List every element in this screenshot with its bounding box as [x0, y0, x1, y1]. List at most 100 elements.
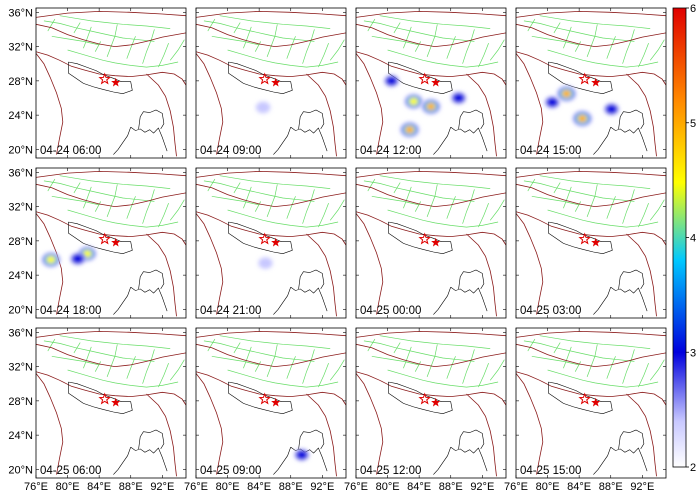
colorbar-tick-label: 2 [690, 462, 696, 474]
x-tick-label: 92°E [630, 481, 654, 493]
fault-line [67, 49, 179, 68]
y-tick-label: 28°N [8, 236, 33, 248]
country-border-line [610, 126, 648, 152]
fault-line [286, 356, 296, 379]
plate-boundary-line [466, 393, 497, 477]
fault-line [414, 41, 422, 52]
fault-line [51, 35, 100, 46]
fault-line [414, 201, 422, 212]
panel-timestamp: 04-25 00:00 [360, 305, 421, 317]
fault-line [393, 182, 401, 194]
plate-boundary-line [466, 233, 497, 317]
plate-boundary-line [36, 53, 64, 155]
country-border-line [458, 429, 485, 450]
aftershock-star-icon [431, 77, 441, 87]
plate-boundary-line [356, 213, 384, 315]
plate-boundary-line [516, 371, 666, 406]
plate-boundary-line [356, 53, 384, 155]
map-panel: 04-24 15:00 [515, 7, 667, 159]
intensity-blob [404, 93, 423, 109]
fault-line [266, 24, 278, 58]
fault-line [462, 29, 475, 64]
plate-boundary-line [196, 213, 224, 315]
y-tick-label: 36°N [8, 167, 33, 179]
y-tick-label: 32°N [8, 42, 33, 54]
country-border-line [593, 126, 611, 155]
plate-boundary-line [146, 393, 177, 477]
panel-background [516, 8, 666, 158]
fault-line [606, 196, 616, 219]
fault-line [47, 18, 56, 32]
aftershock-star-icon [431, 237, 441, 247]
fault-line [527, 178, 536, 192]
fault-line [446, 36, 456, 59]
plate-boundary-line [196, 10, 346, 18]
country-border-line [130, 286, 168, 312]
fault-line [47, 178, 56, 192]
x-tick-label: 76°E [184, 481, 208, 493]
fault-line [243, 346, 252, 369]
panel-timestamp: 04-24 18:00 [40, 305, 101, 317]
fault-line [59, 15, 171, 29]
fault-line [446, 356, 456, 379]
country-border-line [433, 446, 451, 475]
plate-boundary-line [196, 330, 346, 338]
panel-frame [515, 327, 667, 479]
fault-line [302, 189, 315, 224]
country-border-line [548, 381, 613, 415]
fault-line [318, 42, 329, 68]
fault-line [106, 24, 118, 58]
fault-line [539, 15, 651, 29]
aftershock-star-icon [591, 397, 601, 407]
plate-boundary-line [36, 10, 186, 18]
country-border-line [593, 446, 611, 475]
fault-line [574, 361, 582, 372]
panel-frame [195, 7, 347, 159]
plate-boundary-line [196, 170, 346, 178]
colorbar-tick-label: 3 [690, 347, 696, 359]
fault-line [586, 24, 598, 58]
fault-line [211, 355, 260, 366]
fault-line [83, 186, 92, 209]
fault-line [47, 338, 56, 352]
fault-line [73, 342, 81, 354]
country-border-line [618, 429, 645, 450]
fault-line [531, 355, 580, 366]
fault-line [318, 202, 329, 228]
panel-background [516, 328, 666, 478]
map-panel: 04-25 06:00 [35, 327, 187, 479]
country-border-line [388, 221, 453, 255]
country-border-line [548, 61, 613, 95]
fault-line [211, 35, 260, 46]
country-border-line [458, 109, 485, 130]
colorbar-tick-label: 5 [690, 118, 696, 130]
fault-line [266, 344, 278, 378]
fault-line [243, 26, 252, 49]
fault-line [539, 335, 651, 349]
fault-line [393, 22, 401, 34]
panel-background [196, 328, 346, 478]
intensity-blob [544, 96, 560, 109]
intensity-blob [421, 98, 441, 115]
country-border-line [618, 269, 645, 290]
plate-boundary-line [356, 10, 506, 18]
fault-line [67, 209, 179, 228]
x-tick-label: 76°E [344, 481, 368, 493]
aftershock-star-icon [271, 77, 281, 87]
fault-line [547, 49, 659, 68]
mainshock-star-icon [578, 232, 591, 245]
aftershock-star-icon [591, 237, 601, 247]
country-border-line [610, 446, 648, 472]
y-tick-label: 24°N [8, 110, 33, 122]
fault-line [73, 182, 81, 194]
y-tick-label: 32°N [8, 362, 33, 374]
fault-line [59, 175, 171, 189]
colorbar-tick-label: 6 [690, 3, 696, 15]
fault-line [414, 361, 422, 372]
country-border-line [113, 446, 131, 475]
panel-timestamp: 04-24 15:00 [520, 145, 581, 157]
y-tick-label: 20°N [8, 144, 33, 156]
y-tick-label: 20°N [8, 304, 33, 316]
mainshock-star-icon [418, 72, 431, 85]
